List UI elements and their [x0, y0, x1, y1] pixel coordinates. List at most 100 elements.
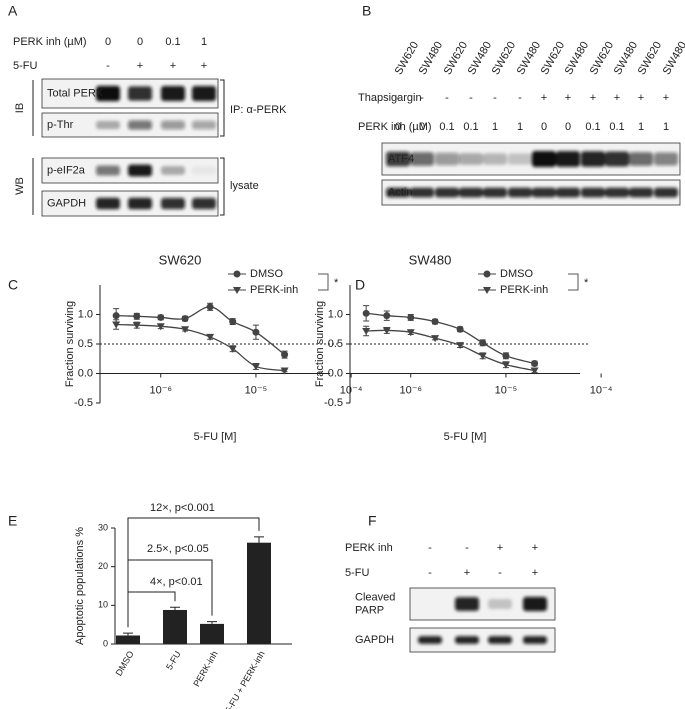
- bracket: [318, 273, 329, 291]
- bands: [96, 85, 216, 102]
- bar: [200, 623, 224, 644]
- band: [581, 151, 605, 167]
- condition-value: -: [396, 92, 400, 104]
- bracket: [568, 273, 579, 291]
- y-tick-label: 0: [103, 638, 108, 648]
- point: [406, 329, 415, 337]
- band: [459, 187, 483, 198]
- bands: [96, 120, 216, 130]
- y-tick-label: 30: [98, 522, 108, 532]
- condition-value: 0: [395, 121, 401, 133]
- band: [161, 120, 185, 130]
- annotation: *: [584, 277, 589, 289]
- band: [96, 120, 120, 130]
- point: [501, 361, 510, 369]
- condition-name: 5-FU: [13, 60, 38, 72]
- y-axis-label: Fraction surviving: [314, 301, 326, 387]
- condition-value: +: [663, 92, 669, 104]
- condition-value: +: [638, 92, 644, 104]
- condition-value: 0.1: [439, 121, 454, 133]
- condition-name: PERK inh (µM): [13, 36, 87, 48]
- band: [192, 120, 216, 130]
- band: [128, 197, 152, 210]
- band: [581, 187, 605, 198]
- series-line: [116, 306, 285, 356]
- bands: [386, 187, 678, 198]
- band: [128, 164, 152, 177]
- point: [181, 315, 189, 323]
- blot-label: PARP: [355, 604, 384, 616]
- condition-value: 0: [565, 121, 571, 133]
- condition-value: -: [428, 542, 432, 554]
- band: [128, 86, 152, 101]
- chart-title: SW620: [159, 252, 202, 267]
- band: [192, 166, 216, 175]
- band: [488, 598, 512, 610]
- point: [157, 313, 165, 321]
- bracket: [127, 517, 260, 628]
- y-axis-label: Apoptotic populations %: [74, 527, 86, 645]
- legend-marker: [233, 270, 241, 278]
- y-tick-label: -0.5: [324, 397, 343, 409]
- band: [386, 151, 410, 167]
- bracket-label: IP: α-PERK: [230, 104, 287, 116]
- condition-value: +: [532, 567, 538, 579]
- condition-value: 0.1: [609, 121, 624, 133]
- condition-value: 1: [201, 36, 207, 48]
- condition-value: -: [106, 60, 110, 72]
- point: [456, 325, 464, 333]
- x-tick-label: 10⁻⁶: [149, 384, 172, 396]
- point: [383, 312, 391, 320]
- y-tick-label: 1.0: [328, 308, 343, 320]
- band: [605, 187, 629, 198]
- x-axis-label: 5-FU [M]: [194, 431, 237, 443]
- annotation: *: [334, 277, 339, 289]
- band: [556, 151, 580, 167]
- point: [181, 326, 190, 334]
- condition-value: -: [493, 92, 497, 104]
- band: [488, 636, 512, 644]
- band: [483, 187, 507, 198]
- condition-value: -: [518, 92, 522, 104]
- condition-value: 0: [105, 36, 111, 48]
- condition-value: 1: [517, 121, 523, 133]
- condition-value: 1: [638, 121, 644, 133]
- band: [161, 166, 185, 175]
- y-tick-label: -0.5: [74, 397, 93, 409]
- y-tick-label: 1.0: [78, 308, 93, 320]
- panel-label: C: [8, 277, 18, 293]
- y-axis-label: Fraction surviving: [64, 301, 76, 387]
- panel-label: F: [368, 513, 377, 529]
- x-tick-label: PERK-inh: [191, 649, 219, 688]
- band: [435, 152, 459, 166]
- band: [192, 197, 216, 210]
- series-line: [366, 329, 535, 372]
- band: [605, 151, 629, 167]
- bar: [163, 609, 187, 644]
- bracket: [220, 157, 225, 216]
- panel-label: E: [8, 513, 17, 529]
- condition-value: -: [465, 542, 469, 554]
- point: [382, 327, 391, 335]
- error-bar: [254, 536, 264, 543]
- x-tick-label: 10⁻⁵: [495, 384, 518, 396]
- panel-label: B: [362, 3, 371, 19]
- x-tick-label: 5-FU: [164, 649, 183, 671]
- point: [206, 303, 214, 311]
- point: [112, 312, 120, 320]
- annotation: 2.5×, p<0.05: [147, 543, 209, 555]
- condition-value: +: [497, 542, 503, 554]
- y-tick-label: 0.5: [78, 338, 93, 350]
- condition-value: 0: [137, 36, 143, 48]
- bands: [386, 151, 678, 167]
- legend-marker: [483, 270, 491, 278]
- point: [228, 345, 237, 353]
- condition-value: 0.1: [463, 121, 478, 133]
- band: [161, 86, 185, 101]
- point: [156, 323, 165, 331]
- condition-value: -: [498, 567, 502, 579]
- blot-label: p-Thr: [47, 119, 74, 131]
- x-tick-label: 5-FU + PERK-inh: [223, 649, 267, 709]
- blot-label: ATF4: [388, 153, 414, 165]
- annotation: 12×, p<0.001: [150, 502, 215, 514]
